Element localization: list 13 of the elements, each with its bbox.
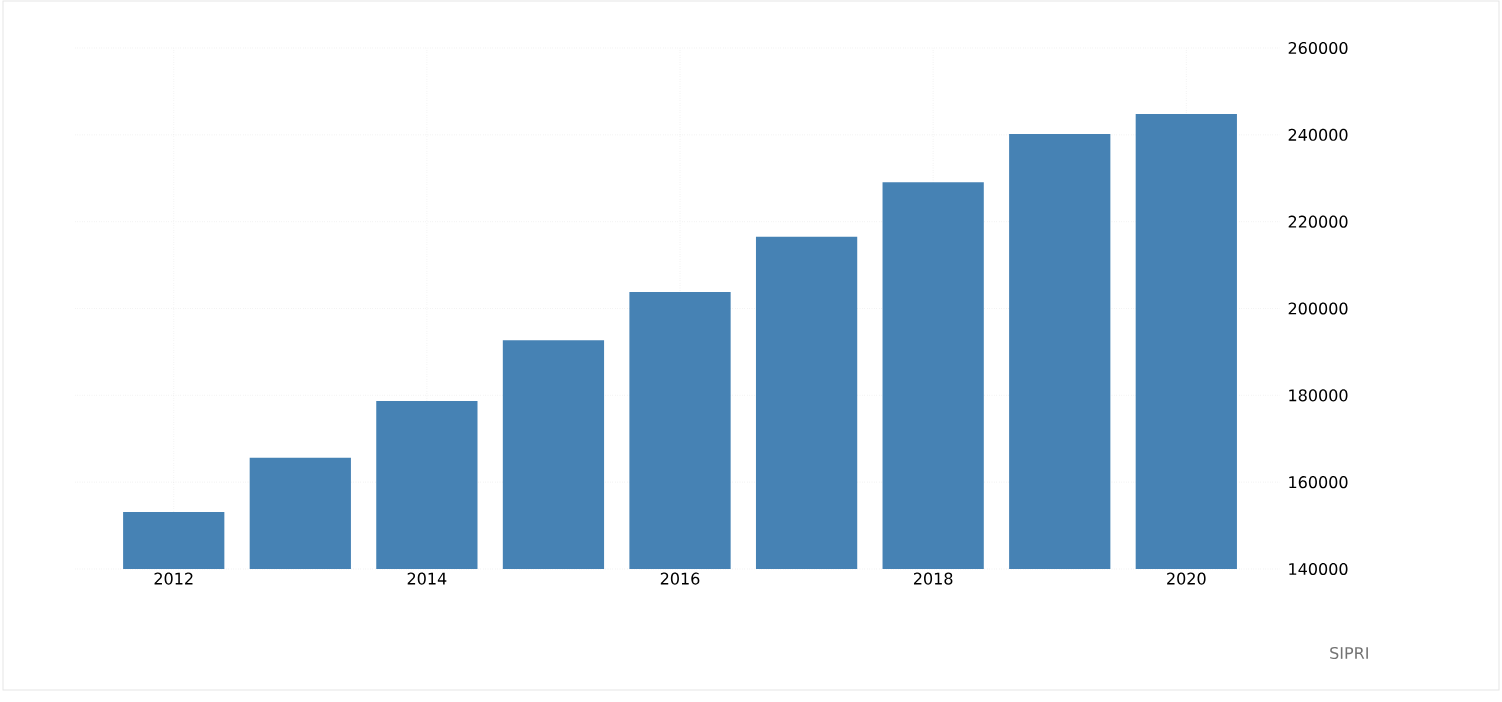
x-tick-label: 2018 bbox=[913, 572, 953, 585]
x-tick-label: 2014 bbox=[407, 572, 447, 585]
y-tick-label: 180000 bbox=[1289, 389, 1348, 402]
x-tick-label: 2016 bbox=[660, 572, 700, 585]
y-tick-label: 260000 bbox=[1288, 41, 1348, 55]
y-tick-label: 220000 bbox=[1288, 215, 1348, 228]
y-tick-label: 240000 bbox=[1288, 128, 1348, 141]
y-tick-label: 160000 bbox=[1289, 476, 1348, 489]
x-tick-label: 2020 bbox=[1167, 572, 1206, 585]
text: SIPRI bbox=[1330, 646, 1368, 660]
y-tick-label: 200000 bbox=[1288, 302, 1348, 315]
x-tick-label: 2012 bbox=[154, 572, 193, 585]
y-tick-label: 140000 bbox=[1289, 562, 1348, 576]
